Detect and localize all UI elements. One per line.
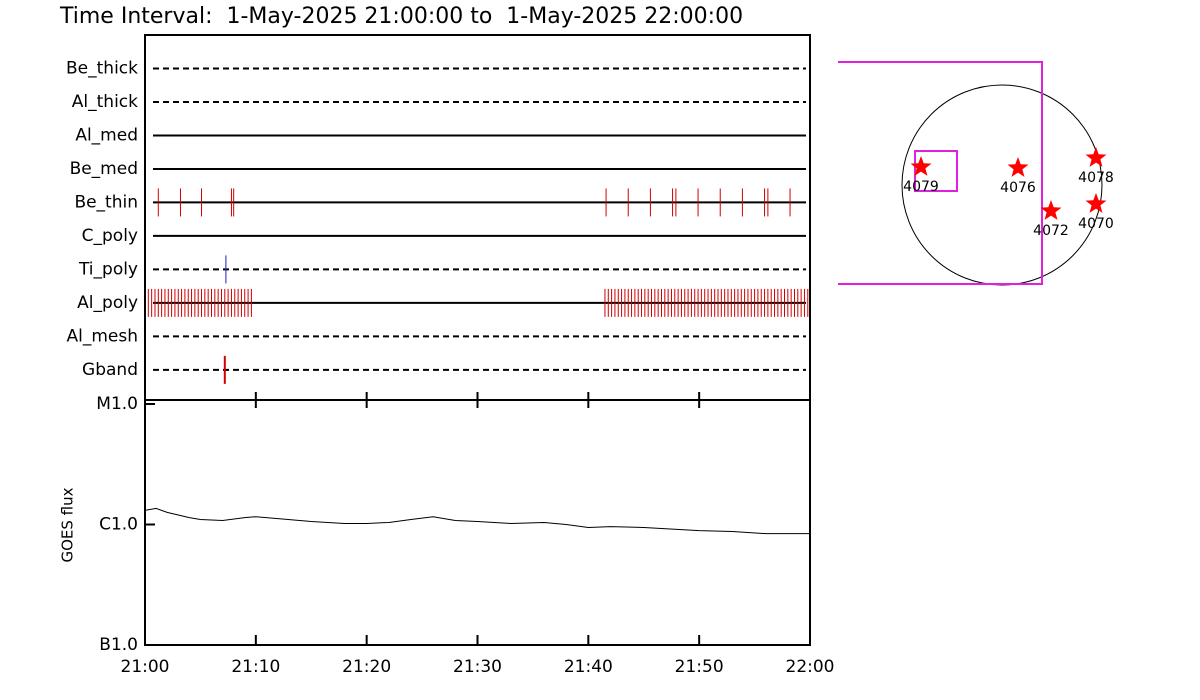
region-label: 4076	[1000, 180, 1036, 196]
x-tick-label: 21:40	[564, 657, 613, 677]
x-tick-label: 21:10	[231, 657, 280, 677]
region-label: 4078	[1078, 170, 1114, 186]
fov-box	[838, 61, 1043, 285]
panel-frame	[144, 399, 811, 646]
filter-label: Al_thick	[72, 92, 138, 112]
filter-label: Be_thin	[74, 192, 138, 212]
x-tick-label: 21:00	[121, 657, 170, 677]
y-axis-label: GOES flux	[59, 487, 77, 562]
filter-label: Be_med	[70, 159, 138, 179]
x-tick-label: 21:20	[342, 657, 391, 677]
region-star	[1085, 193, 1107, 213]
region-label: 4079	[903, 179, 939, 195]
y-tick-label: C1.0	[99, 515, 138, 535]
region-label: 4070	[1078, 216, 1114, 232]
filter-label: Al_med	[75, 125, 138, 145]
filter-label: Al_poly	[77, 293, 138, 313]
region-label: 4072	[1033, 223, 1069, 239]
x-tick-label: 22:00	[786, 657, 835, 677]
region-star	[1085, 147, 1107, 167]
title: Time Interval: 1-May-2025 21:00:00 to 1-…	[59, 4, 743, 29]
fov-small-box	[914, 150, 958, 192]
goes-curve	[144, 507, 810, 535]
filter-label: Be_thick	[66, 58, 138, 78]
x-tick-label: 21:30	[453, 657, 502, 677]
filter-label: Ti_poly	[78, 259, 138, 279]
region-star	[910, 156, 932, 176]
region-star	[1007, 157, 1029, 177]
filter-label: Gband	[82, 360, 138, 380]
y-tick-label: M1.0	[96, 394, 138, 414]
filter-label: Al_mesh	[66, 326, 138, 346]
region-star	[1040, 200, 1062, 220]
x-tick-label: 21:50	[675, 657, 724, 677]
filter-label: C_poly	[82, 226, 138, 246]
panel-frame	[144, 34, 811, 400]
y-tick-label: B1.0	[99, 635, 138, 655]
